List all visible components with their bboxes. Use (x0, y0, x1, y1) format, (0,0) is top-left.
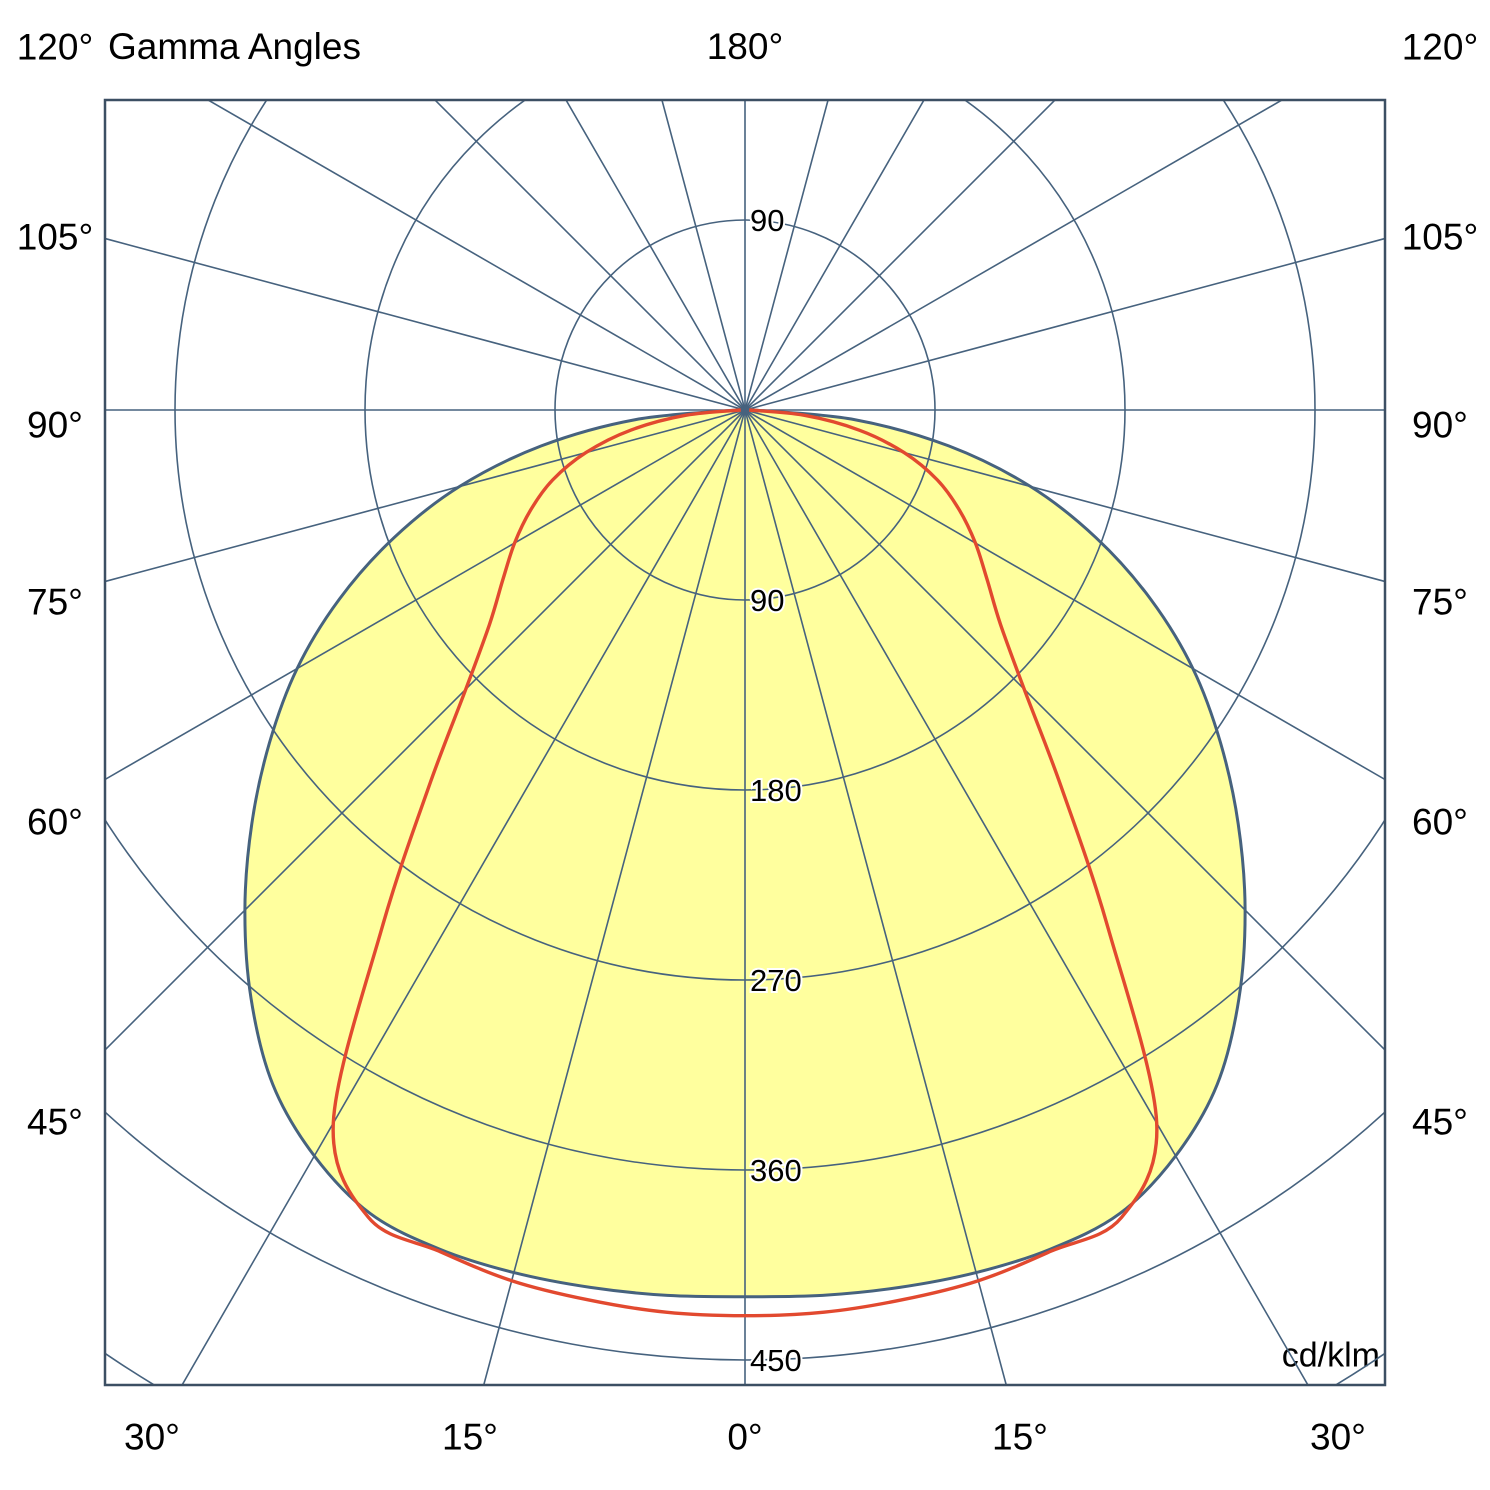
radial-tick-label: 180 (750, 773, 802, 808)
photometric-curves (243, 408, 1247, 1318)
radial-tick-label: 450 (750, 1343, 802, 1378)
gamma-label-right: 60° (1412, 801, 1468, 843)
radial-tick-label: 360 (750, 1153, 802, 1188)
radial-tick-label: 90 (750, 583, 784, 618)
gamma-label-right: 105° (1401, 216, 1479, 258)
c0-c180-curve (243, 408, 1247, 1299)
radial-tick-labels: 90 180 270 360 450 90 (748, 201, 804, 1380)
c90-c270-curve (331, 408, 1159, 1318)
gamma-label-bottom: 30° (1310, 1416, 1366, 1458)
radial-tick-label: 270 (750, 963, 802, 998)
radial-tick-label: 90 (750, 203, 784, 238)
chart-title: Gamma Angles (108, 26, 361, 67)
gamma-label-bottom: 15° (442, 1416, 498, 1458)
gamma-label-right: 120° (1401, 26, 1479, 68)
gamma-label-right: 45° (1412, 1101, 1468, 1143)
gamma-label-left: 60° (27, 801, 83, 843)
gamma-label-left: 45° (27, 1101, 83, 1143)
gamma-label-left: 120° (16, 26, 94, 68)
gamma-label-left: 90° (27, 404, 83, 446)
gamma-label-bottom: 15° (992, 1416, 1048, 1458)
gamma-label-left: 105° (16, 216, 94, 258)
top-angle-label: 180° (706, 26, 784, 67)
plot-border (103, 98, 1387, 1387)
gamma-label-right: 75° (1412, 581, 1468, 623)
gamma-label-left: 75° (27, 581, 83, 623)
gamma-label-bottom: 30° (124, 1416, 180, 1458)
gamma-label-right: 90° (1412, 404, 1468, 446)
gamma-label-bottom: 0° (727, 1416, 763, 1458)
